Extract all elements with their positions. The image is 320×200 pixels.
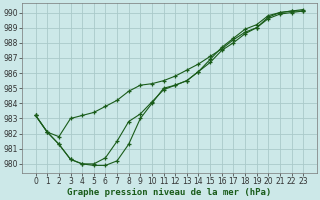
X-axis label: Graphe pression niveau de la mer (hPa): Graphe pression niveau de la mer (hPa) — [67, 188, 272, 197]
